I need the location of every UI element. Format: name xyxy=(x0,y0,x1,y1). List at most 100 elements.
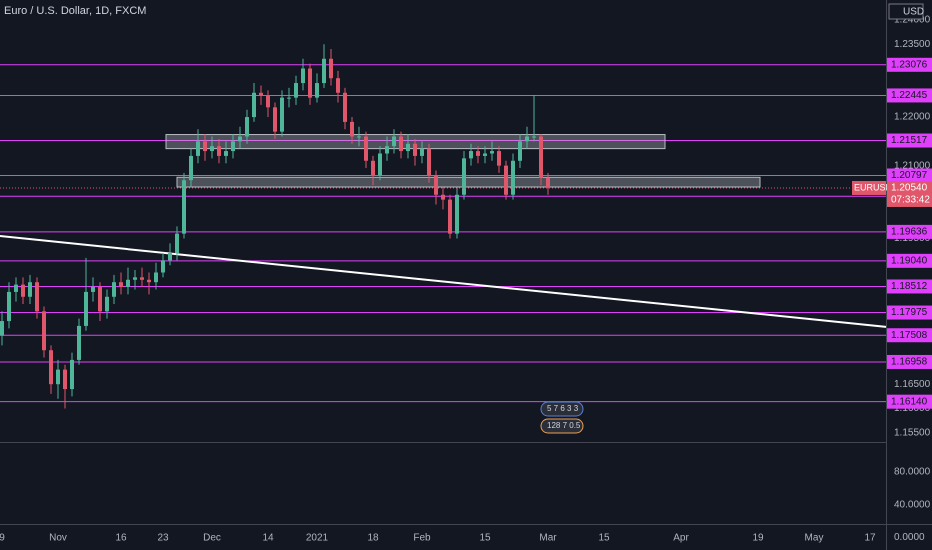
candle-body xyxy=(49,350,53,385)
candle-body xyxy=(364,136,368,161)
candle-body xyxy=(84,291,88,326)
candle-body xyxy=(245,117,249,137)
x-tick-label: 9 xyxy=(0,533,5,544)
level-label-box xyxy=(887,224,932,239)
y-tick-label: 1.24000 xyxy=(894,15,931,26)
candle-body xyxy=(462,158,466,195)
event-label: 128 7 0.5 xyxy=(547,421,581,430)
candle-body xyxy=(259,92,263,96)
level-label: 1.19636 xyxy=(891,227,928,238)
y2-tick-label: 80.0000 xyxy=(894,466,931,477)
x-tick-label: Feb xyxy=(413,533,431,544)
candle-body xyxy=(385,146,389,154)
trendline xyxy=(0,235,887,328)
candle-body xyxy=(63,369,67,390)
level-label: 1.18512 xyxy=(891,281,928,292)
candle-body xyxy=(294,83,298,98)
y-tick-label: 1.23500 xyxy=(894,39,931,50)
x-tick-label: May xyxy=(805,533,824,544)
candle-body xyxy=(119,282,123,288)
candle-body xyxy=(238,136,242,142)
x-tick-label: Dec xyxy=(203,533,221,544)
x-tick-label: 2021 xyxy=(306,533,329,544)
candle-body xyxy=(7,291,11,322)
level-label: 1.23076 xyxy=(891,59,928,70)
x-tick-label: 23 xyxy=(157,533,169,544)
candle-body xyxy=(322,58,326,84)
level-label-box xyxy=(887,354,932,369)
currency: USD xyxy=(903,7,924,18)
last-price-box xyxy=(887,180,932,207)
level-label-box xyxy=(887,253,932,268)
event-badge xyxy=(540,418,584,434)
x-tick-label: 18 xyxy=(367,533,379,544)
last-price-label: 1.20540 xyxy=(891,183,928,194)
x-tick-label: 17 xyxy=(864,533,876,544)
chart-title: Euro / U.S. Dollar, 1D, FXCM xyxy=(4,5,146,17)
candle-body xyxy=(91,287,95,292)
candle-body xyxy=(378,153,382,176)
candle-body xyxy=(161,260,165,273)
candle-body xyxy=(315,83,319,98)
candle-body xyxy=(525,136,529,142)
candle-body xyxy=(392,136,396,147)
candle-body xyxy=(0,321,4,336)
candle-body xyxy=(546,177,550,188)
candle-body xyxy=(511,160,515,195)
candle-body xyxy=(518,141,522,161)
level-label: 1.16958 xyxy=(891,357,928,368)
y-tick-label: 1.21000 xyxy=(894,160,931,171)
x-tick-label: Nov xyxy=(49,533,67,544)
y-tick-label: 1.15500 xyxy=(894,427,931,438)
candle-body xyxy=(224,151,228,156)
candle-body xyxy=(203,141,207,152)
x-tick-label: 15 xyxy=(479,533,491,544)
candle-body xyxy=(14,284,18,292)
candle-body xyxy=(70,359,74,390)
candle-body xyxy=(504,165,508,195)
candle-body xyxy=(308,68,312,98)
level-label-box xyxy=(887,88,932,103)
x-tick-label: 14 xyxy=(262,533,274,544)
candle-body xyxy=(154,272,158,283)
candle-body xyxy=(420,148,424,156)
candle-body xyxy=(133,277,137,280)
candle-body xyxy=(182,180,186,234)
y2-tick-label: 0.0000 xyxy=(894,532,925,543)
candle-body xyxy=(217,146,221,156)
candle-body xyxy=(210,146,214,152)
candle-body xyxy=(427,148,431,176)
level-label-box xyxy=(887,279,932,294)
candle-body xyxy=(455,194,459,234)
candle-body xyxy=(126,279,130,288)
level-label-box xyxy=(887,133,932,148)
candle-body xyxy=(434,175,438,195)
y2-tick-label: 40.0000 xyxy=(894,499,931,510)
candle-body xyxy=(280,97,284,132)
zone xyxy=(176,176,761,188)
x-tick-label: Apr xyxy=(673,533,689,544)
x-tick-label: 16 xyxy=(115,533,127,544)
candle-body xyxy=(497,151,501,166)
level-label: 1.20797 xyxy=(891,170,928,181)
candle-body xyxy=(77,325,81,360)
candle-body xyxy=(336,78,340,93)
candle-body xyxy=(231,141,235,152)
candle-body xyxy=(21,284,25,297)
candle-body xyxy=(539,136,543,178)
candle-body xyxy=(343,92,347,122)
candle-body xyxy=(147,279,151,283)
level-label-box xyxy=(887,305,932,320)
candle-body xyxy=(273,107,277,132)
candle-body xyxy=(35,282,39,312)
event-label: 5 7 6 3 3 xyxy=(547,404,579,413)
candle-body xyxy=(112,282,116,297)
countdown: 07:33:42 xyxy=(891,195,930,206)
candle-body xyxy=(168,253,172,261)
candle-body xyxy=(266,95,270,108)
x-tick-label: Mar xyxy=(539,533,557,544)
candle-body xyxy=(448,199,452,234)
symbol-box xyxy=(852,180,886,195)
level-label-box xyxy=(887,168,932,183)
